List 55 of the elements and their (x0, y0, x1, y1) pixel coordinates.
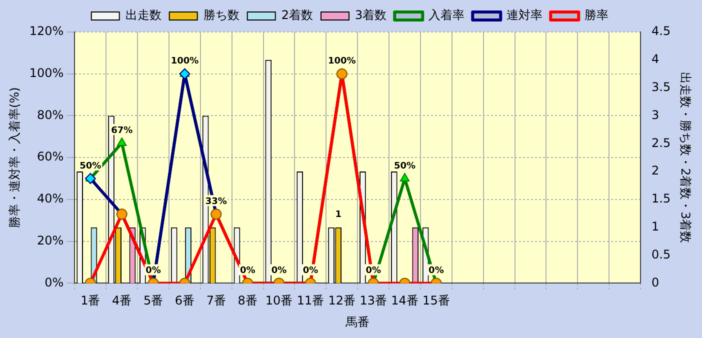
y2-tick-label: 1 (652, 220, 660, 234)
y-axis-title: 勝率・連対率・入着率(%) (7, 87, 22, 228)
y-tick-label: 100% (29, 66, 64, 80)
x-tick-label: 10番 (265, 294, 293, 308)
data-label: 0% (271, 266, 287, 276)
data-label: 0% (240, 266, 256, 276)
x-axis-title: 馬番 (344, 314, 370, 329)
point (400, 173, 410, 182)
y2-tick-label: 3.5 (652, 80, 671, 94)
data-label: 100% (170, 56, 199, 67)
y-tick-label: 80% (37, 108, 64, 122)
data-label: 0% (428, 266, 444, 276)
x-tick-label: 13番 (360, 294, 387, 308)
x-tick-label: 4番 (112, 294, 132, 308)
y2-tick-label: 2.5 (652, 136, 671, 150)
legend-label: 勝率 (584, 8, 609, 22)
y2-axis-title: 出走数・勝ち数・2着数・3着数 (678, 72, 693, 244)
data-label: 50% (394, 161, 416, 172)
legend-label: 出走数 (125, 8, 162, 22)
x-tick-label: 11番 (296, 294, 324, 308)
y-tick-label: 0% (44, 275, 64, 290)
data-label: 100% (328, 56, 356, 67)
point (117, 137, 127, 146)
point (179, 68, 190, 80)
x-tick-label: 8番 (238, 294, 258, 308)
data-label: 0% (302, 266, 318, 276)
x-tick-label: 14番 (391, 294, 418, 308)
y2-tick-label: 1.5 (652, 192, 671, 206)
y2-tick-label: 2 (652, 164, 660, 178)
legend-label: 3着数 (355, 8, 387, 22)
y-tick-label: 120% (29, 24, 64, 38)
legend-label: 勝ち数 (203, 8, 240, 22)
data-label: 1 (335, 210, 342, 220)
y-tick-label: 40% (37, 192, 64, 206)
data-label: 0% (146, 266, 161, 276)
data-label: 67% (111, 126, 133, 136)
x-tick-label: 7番 (206, 294, 226, 308)
x-tick-label: 5番 (143, 294, 164, 308)
legend-label: 連対率 (506, 8, 543, 22)
y2-tick-label: 4.5 (652, 24, 671, 38)
legend-label: 入着率 (428, 8, 465, 22)
data-label: 0% (366, 266, 381, 276)
y2-tick-label: 0 (652, 275, 660, 290)
data-label: 33% (205, 196, 227, 207)
y2-tick-label: 0.5 (652, 247, 671, 262)
data-label: 50% (80, 161, 102, 172)
x-tick-label: 1番 (80, 294, 100, 308)
x-tick-label: 6番 (174, 294, 195, 308)
y-tick-label: 60% (37, 150, 64, 164)
x-tick-label: 15番 (422, 294, 450, 308)
y2-tick-label: 4 (652, 52, 660, 66)
x-tick-label: 12番 (328, 294, 356, 308)
legend-label: 2着数 (281, 8, 314, 22)
y-tick-label: 20% (37, 233, 64, 248)
y2-tick-label: 3 (652, 108, 660, 122)
